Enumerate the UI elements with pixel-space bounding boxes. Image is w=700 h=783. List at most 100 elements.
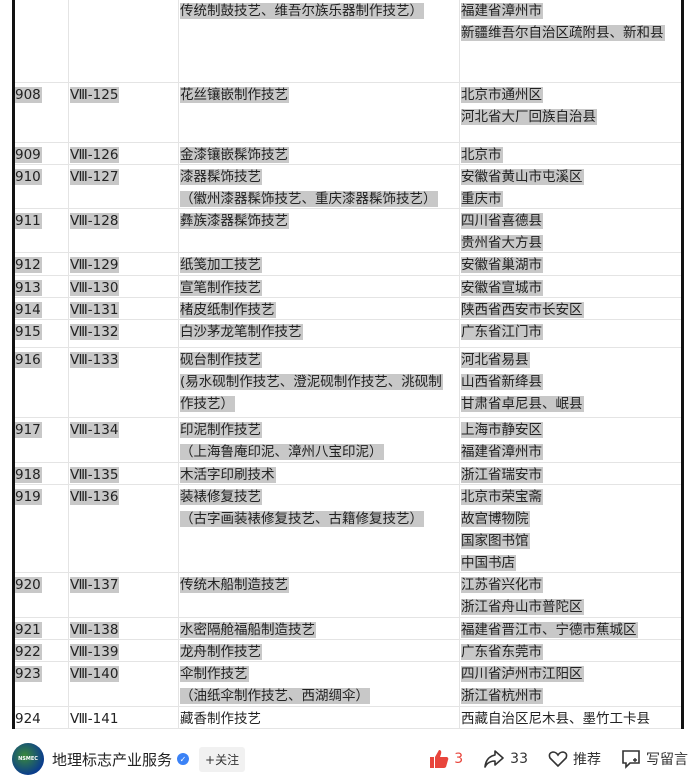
cell-text: 传统木船制造技艺 bbox=[180, 577, 289, 593]
follow-button[interactable]: +关注 bbox=[199, 746, 246, 772]
cell-text: 安徽省巢湖市 bbox=[461, 257, 543, 273]
cell-text: 宣笔制作技艺 bbox=[180, 280, 262, 296]
cell-number: 921 bbox=[15, 618, 68, 639]
account-avatar[interactable]: NSMEC bbox=[12, 743, 44, 775]
cell-location: 广东省东莞市 bbox=[459, 640, 681, 661]
cell-text: 传统制鼓技艺、维吾尔族乐器制作技艺） bbox=[180, 3, 424, 19]
cell-text: 911 bbox=[15, 213, 42, 229]
table-row: 912 Ⅷ-129 纸笺加工技艺 安徽省巢湖市 bbox=[15, 253, 681, 276]
table-row: 911 Ⅷ-128 彝族漆器髹饰技艺 四川省喜德县 贵州省大方县 bbox=[15, 209, 681, 253]
cell-text: 彝族漆器髹饰技艺 bbox=[180, 213, 289, 229]
cell-location: 陕西省西安市长安区 bbox=[459, 298, 681, 319]
cell-name: 宣笔制作技艺 bbox=[178, 276, 459, 297]
cell-text: 新疆维吾尔自治区疏附县、新和县 bbox=[461, 25, 665, 41]
cell-text: Ⅷ-134 bbox=[70, 422, 120, 438]
cell-text: （徽州漆器髹饰技艺、重庆漆器髹饰技艺） bbox=[180, 191, 438, 207]
cell-text: 重庆市 bbox=[461, 191, 503, 207]
recommend-button[interactable]: 推荐 bbox=[548, 749, 601, 769]
cell-text: 装裱修复技艺 bbox=[180, 489, 262, 505]
cell-text: 江苏省兴化市 bbox=[461, 577, 543, 593]
account-name[interactable]: 地理标志产业服务 bbox=[52, 750, 173, 769]
cell-text: 安徽省宣城市 bbox=[461, 280, 543, 296]
cell-text: 914 bbox=[15, 302, 42, 318]
cell-text: 浙江省瑞安市 bbox=[461, 467, 543, 483]
cell-text: Ⅷ-133 bbox=[70, 352, 120, 368]
cell-text: Ⅷ-138 bbox=[70, 622, 120, 638]
cell-location: 福建省晋江市、宁德市蕉城区 bbox=[459, 618, 681, 639]
cell-text: 陕西省西安市长安区 bbox=[461, 302, 584, 318]
cell-number: 911 bbox=[15, 209, 68, 252]
cell-name: 纸笺加工技艺 bbox=[178, 253, 459, 275]
cell-number: 923 bbox=[15, 662, 68, 706]
cell-location: 西藏自治区尼木县、墨竹工卡县 bbox=[459, 707, 681, 728]
cell-code: Ⅷ-138 bbox=[68, 618, 178, 639]
cell-text: 北京市荣宝斋 bbox=[461, 489, 543, 505]
like-button[interactable]: 3 bbox=[429, 749, 463, 769]
cell-number: 913 bbox=[15, 276, 68, 297]
verified-icon: ✓ bbox=[177, 753, 190, 765]
cell-code: Ⅷ-126 bbox=[68, 143, 178, 164]
cell-text: 923 bbox=[15, 666, 42, 682]
share-button[interactable]: 33 bbox=[483, 749, 528, 769]
cell-code: Ⅷ-132 bbox=[68, 320, 178, 347]
cell-location: 江苏省兴化市 浙江省舟山市普陀区 bbox=[459, 573, 681, 617]
cell-location: 河北省易县 山西省新绛县 甘肃省卓尼县、岷县 bbox=[459, 348, 681, 417]
comment-button[interactable]: 写留言 bbox=[621, 749, 688, 769]
cell-text: 楮皮纸制作技艺 bbox=[180, 302, 276, 318]
table-row: 915 Ⅷ-132 白沙茅龙笔制作技艺 广东省江门市 bbox=[15, 320, 681, 348]
cell-location: 广东省江门市 bbox=[459, 320, 681, 347]
cell-name: 楮皮纸制作技艺 bbox=[178, 298, 459, 319]
cell-code: Ⅷ-136 bbox=[68, 485, 178, 572]
cell-text: 北京市通州区 bbox=[461, 87, 543, 103]
table-row: 919 Ⅷ-136 装裱修复技艺 （古字画装裱修复技艺、古籍修复技艺） 北京市荣宝斋 故宫… bbox=[15, 485, 681, 573]
cell-text: 910 bbox=[15, 169, 42, 185]
cell-text: Ⅷ-139 bbox=[70, 644, 120, 660]
cell-name: 砚台制作技艺 (易水砚制作技艺、澄泥砚制作技艺、洮砚制 作技艺） bbox=[178, 348, 459, 417]
cell-text: 安徽省黄山市屯溪区 bbox=[461, 169, 584, 185]
thumbs-up-icon bbox=[430, 750, 449, 768]
cell-text: Ⅷ-132 bbox=[70, 324, 120, 340]
cell-text: 伞制作技艺 bbox=[180, 666, 249, 682]
cell-text: 广东省东莞市 bbox=[461, 644, 543, 660]
cell-text: 915 bbox=[15, 324, 42, 340]
cell-text: 福建省漳州市 bbox=[461, 3, 543, 19]
cell-text: Ⅷ-141 bbox=[70, 711, 119, 727]
cell-code: Ⅷ-137 bbox=[68, 573, 178, 617]
cell-text: 龙舟制作技艺 bbox=[180, 644, 262, 660]
cell-code: Ⅷ-125 bbox=[68, 83, 178, 142]
cell-name: 装裱修复技艺 （古字画装裱修复技艺、古籍修复技艺） bbox=[178, 485, 459, 572]
cell-text: Ⅷ-137 bbox=[70, 577, 120, 593]
cell-text: 国家图书馆 bbox=[461, 533, 530, 549]
cell-code: Ⅷ-133 bbox=[68, 348, 178, 417]
comment-label: 写留言 bbox=[646, 752, 688, 768]
cell-text: Ⅷ-129 bbox=[70, 257, 120, 273]
cell-text: （上海鲁庵印泥、漳州八宝印泥） bbox=[180, 444, 384, 460]
cell-text: 918 bbox=[15, 467, 42, 483]
cell-text: Ⅷ-127 bbox=[70, 169, 120, 185]
cell-text: Ⅷ-128 bbox=[70, 213, 120, 229]
cell-text: 金漆镶嵌髹饰技艺 bbox=[180, 147, 289, 163]
cell-text: Ⅷ-126 bbox=[70, 147, 120, 163]
cell-location: 福建省漳州市新疆维吾尔自治区疏附县、新和县 bbox=[459, 0, 681, 82]
cell-text: 白沙茅龙笔制作技艺 bbox=[180, 324, 303, 340]
cell-text: 藏香制作技艺 bbox=[180, 711, 261, 727]
share-icon bbox=[484, 750, 504, 768]
cell-name: 白沙茅龙笔制作技艺 bbox=[178, 320, 459, 347]
cell-location: 安徽省宣城市 bbox=[459, 276, 681, 297]
cell-location: 北京市通州区 河北省大厂回族自治县 bbox=[459, 83, 681, 142]
cell-code: Ⅷ-129 bbox=[68, 253, 178, 275]
cell-text: Ⅷ-131 bbox=[70, 302, 120, 318]
cell-text: 917 bbox=[15, 422, 42, 438]
cell-text: 四川省泸州市江阳区 bbox=[461, 666, 584, 682]
cell-location: 安徽省黄山市屯溪区 重庆市 bbox=[459, 165, 681, 208]
cell-text: 上海市静安区 bbox=[461, 422, 543, 438]
cell-text: 921 bbox=[15, 622, 42, 638]
cell-name: 金漆镶嵌髹饰技艺 bbox=[178, 143, 459, 164]
cell-number: 910 bbox=[15, 165, 68, 208]
cell-number: 914 bbox=[15, 298, 68, 319]
cell-code: Ⅷ-141 bbox=[68, 707, 178, 728]
cell-text: （油纸伞制作技艺、西湖绸伞） bbox=[180, 688, 370, 704]
cell-number: 916 bbox=[15, 348, 68, 417]
table-row: 922 Ⅷ-139 龙舟制作技艺 广东省东莞市 bbox=[15, 640, 681, 662]
cell-text: 花丝镶嵌制作技艺 bbox=[180, 87, 289, 103]
